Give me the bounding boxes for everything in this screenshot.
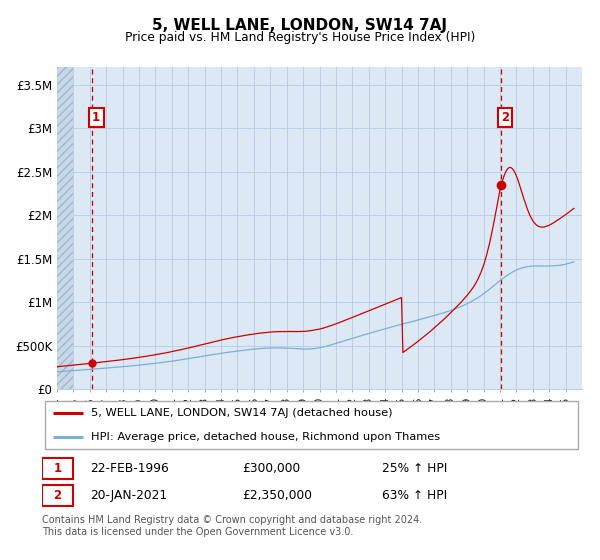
Text: 22-FEB-1996: 22-FEB-1996 xyxy=(91,462,169,475)
Text: 2: 2 xyxy=(53,489,62,502)
FancyBboxPatch shape xyxy=(42,486,73,506)
Text: 5, WELL LANE, LONDON, SW14 7AJ (detached house): 5, WELL LANE, LONDON, SW14 7AJ (detached… xyxy=(91,408,392,418)
Text: 63% ↑ HPI: 63% ↑ HPI xyxy=(382,489,448,502)
FancyBboxPatch shape xyxy=(42,458,73,479)
Text: 5, WELL LANE, LONDON, SW14 7AJ: 5, WELL LANE, LONDON, SW14 7AJ xyxy=(152,18,448,33)
Text: HPI: Average price, detached house, Richmond upon Thames: HPI: Average price, detached house, Rich… xyxy=(91,432,440,442)
Text: 1: 1 xyxy=(92,111,100,124)
Text: 25% ↑ HPI: 25% ↑ HPI xyxy=(382,462,448,475)
Text: 20-JAN-2021: 20-JAN-2021 xyxy=(91,489,168,502)
Text: Contains HM Land Registry data © Crown copyright and database right 2024.
This d: Contains HM Land Registry data © Crown c… xyxy=(42,515,422,537)
Text: £300,000: £300,000 xyxy=(242,462,300,475)
Bar xyxy=(57,67,73,389)
FancyBboxPatch shape xyxy=(45,402,578,449)
Text: 2: 2 xyxy=(501,111,509,124)
Text: Price paid vs. HM Land Registry's House Price Index (HPI): Price paid vs. HM Land Registry's House … xyxy=(125,31,475,44)
Text: £2,350,000: £2,350,000 xyxy=(242,489,312,502)
Text: 1: 1 xyxy=(53,462,62,475)
